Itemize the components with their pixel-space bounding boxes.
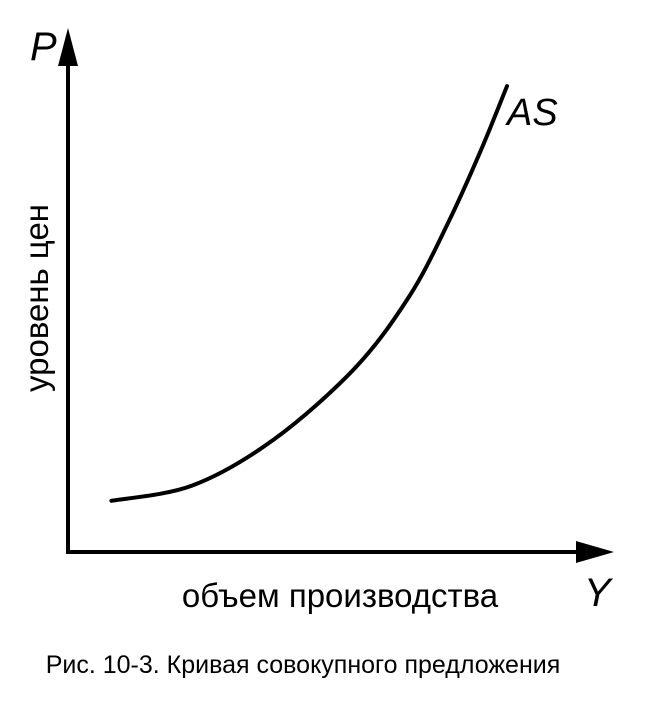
y-axis-title: уровень цен xyxy=(18,204,55,392)
as-curve-label: AS xyxy=(505,92,558,134)
figure-caption: Рис. 10-3. Кривая совокупного предложени… xyxy=(46,651,561,679)
x-axis-arrowhead xyxy=(576,541,614,563)
x-axis-symbol: Y xyxy=(584,571,614,615)
as-curve xyxy=(109,84,509,503)
y-axis-arrowhead xyxy=(58,28,78,66)
x-axis-title: объем производства xyxy=(182,577,499,614)
y-axis-symbol: P xyxy=(30,25,57,69)
